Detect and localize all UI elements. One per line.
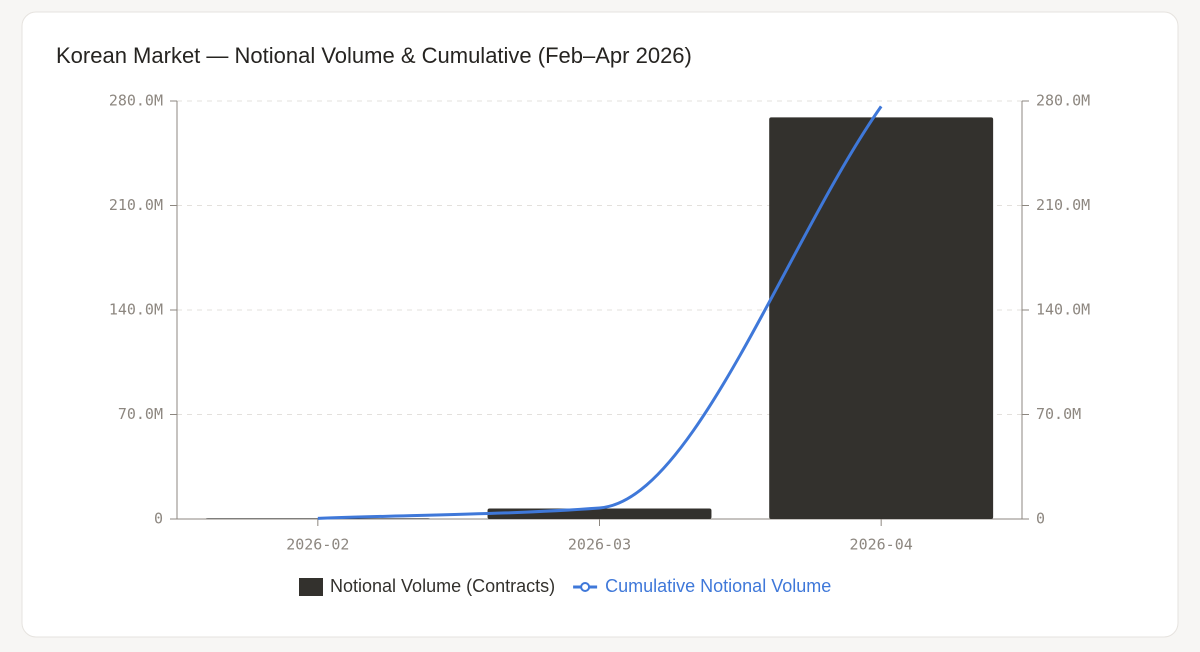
legend-label: Cumulative Notional Volume <box>605 576 831 596</box>
bar <box>487 508 712 519</box>
legend-swatch <box>299 578 323 596</box>
line <box>317 105 883 520</box>
y2-tick-label: 210.0M <box>1036 196 1090 214</box>
y-tick-label: 70.0M <box>118 405 163 423</box>
y2-tick-label: 0 <box>1036 510 1045 528</box>
x-tick-label: 2026-04 <box>850 536 913 554</box>
x-tick-label: 2026-02 <box>286 536 349 554</box>
x-tick-label: 2026-03 <box>568 536 631 554</box>
y-tick-label: 280.0M <box>109 92 163 110</box>
y2-tick-label: 280.0M <box>1036 92 1090 110</box>
y2-tick-label: 70.0M <box>1036 405 1081 423</box>
y-tick-label: 210.0M <box>109 196 163 214</box>
y-tick-label: 140.0M <box>109 301 163 319</box>
chart-title: Korean Market — Notional Volume & Cumula… <box>56 43 692 68</box>
y2-tick-label: 140.0M <box>1036 301 1090 319</box>
y-tick-label: 0 <box>154 510 163 528</box>
legend-label: Notional Volume (Contracts) <box>330 576 555 596</box>
bar <box>769 117 994 520</box>
bar <box>205 518 430 519</box>
legend-marker <box>580 582 591 592</box>
